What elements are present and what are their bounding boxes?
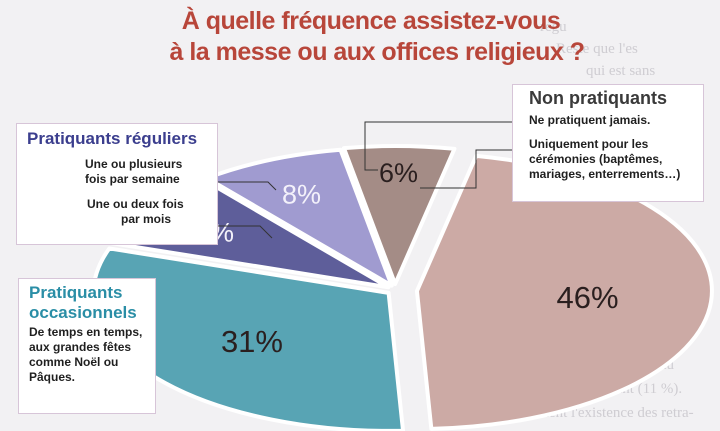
legend-non-pratiquants-title: Non pratiquants (529, 88, 667, 108)
legend-non-item-line: Uniquement pour les (529, 137, 649, 151)
legend-non-item-ceremonies: Uniquement pour les cérémonies (baptêmes… (529, 137, 695, 182)
leader-line-46 (420, 149, 532, 189)
legend-occasionnels-title: Pratiquants occasionnels (29, 283, 149, 323)
legend-reguliers-title: Pratiquants réguliers (27, 129, 198, 148)
background-text: régu (540, 19, 567, 35)
legend-reguliers: Pratiquants réguliers Une ou plusieurs f… (16, 123, 218, 245)
legend-occasionnels-item: De temps en temps, aux grandes fêtes com… (29, 325, 149, 385)
legend-non-item-line: mariages, enterrements…) (529, 167, 681, 181)
legend-occasionnels-line: De temps en temps, (29, 325, 143, 339)
background-text: qui est sans (586, 63, 656, 79)
legend-reguliers-line: par mois (121, 212, 172, 226)
slice-non-jamais (341, 144, 457, 287)
slice-reguliers-semaine-label: 8% (282, 180, 321, 210)
legend-reguliers-line: Une ou plusieurs (85, 157, 183, 171)
legend-reguliers-line: fois par semaine (85, 172, 180, 186)
legend-occasionnels: Pratiquants occasionnels De temps en tem… (18, 278, 156, 414)
legend-non-item-line: cérémonies (baptêmes, (529, 152, 663, 166)
legend-occasionnels-title-line: occasionnels (29, 303, 137, 322)
legend-occasionnels-line: aux grandes fêtes (29, 340, 132, 354)
legend-occasionnels-line: comme Noël ou (29, 355, 119, 369)
legend-occasionnels-line: Pâques. (29, 370, 76, 384)
background-text: Reste que l'es (556, 41, 638, 57)
legend-reguliers-line: Une ou deux fois (87, 197, 184, 211)
legend-non-pratiquants: Non pratiquants Ne pratiquent jamais. Un… (512, 84, 704, 202)
legend-non-item-jamais: Ne pratiquent jamais. (529, 113, 651, 127)
slice-non-ceremonies-label: 46% (557, 280, 619, 315)
chart-title: À quelle fréquence assistez-vous à la me… (0, 6, 720, 68)
legend-reguliers-item-semaine: Une ou plusieurs fois par semaine (85, 157, 209, 187)
slice-non-jamais-label: 6% (379, 158, 418, 188)
legend-occasionnels-title-line: Pratiquants (29, 283, 123, 302)
leader-line-6 (364, 121, 532, 171)
chart-title-line-2: à la messe ou aux offices religieux ? (169, 38, 585, 66)
legend-reguliers-item-mois: Une ou deux fois par mois (87, 197, 209, 227)
chart-title-line-1: À quelle fréquence assistez-vous (181, 7, 561, 35)
slice-occasionnels-label: 31% (221, 324, 283, 359)
